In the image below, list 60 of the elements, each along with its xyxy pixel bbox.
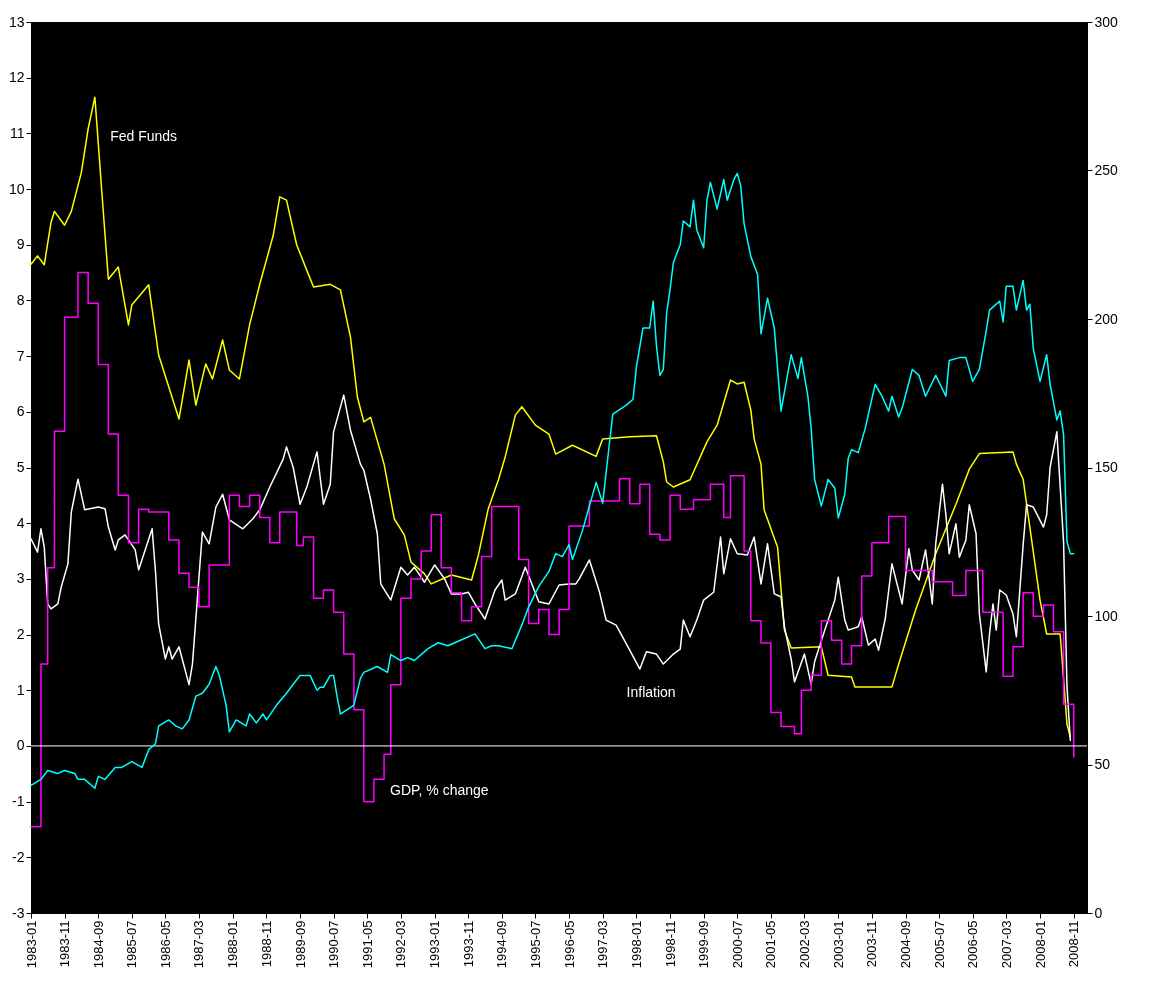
x-tick-label: 1995-07	[527, 920, 543, 969]
x-tick-label: 2002-03	[796, 920, 812, 969]
x-tick-label: 1998-11	[662, 920, 678, 968]
y-tick-label: 10	[8, 180, 25, 197]
y-tick-label: 3	[16, 570, 25, 587]
x-tick-label: 2005-07	[931, 920, 947, 969]
x-tick-label: 2006-05	[965, 920, 981, 969]
y-tick-label: -3	[12, 904, 25, 921]
x-tick-label: 1996-05	[561, 920, 577, 969]
y-tick-label: -1	[12, 793, 25, 810]
y2-tick-label: 300	[1094, 13, 1119, 30]
x-tick-label: 1998-01	[628, 920, 644, 969]
y-tick-label: 8	[16, 291, 25, 308]
y-tick-label: 7	[16, 347, 25, 364]
x-tick-label: 1983-01	[23, 920, 39, 969]
y-tick-label: 1	[16, 681, 25, 698]
x-tick-label: 1985-07	[124, 920, 140, 969]
annotation: Fed Funds	[110, 127, 178, 144]
x-tick-label: 1999-09	[696, 920, 712, 969]
line-series	[30, 394, 1072, 742]
x-tick-label: 1986-05	[157, 920, 173, 969]
y2-tick-label: 150	[1094, 459, 1119, 475]
y-tick-label: 12	[8, 69, 25, 86]
x-tick-label: 1997-03	[595, 920, 611, 969]
y2-tick-label: 50	[1094, 756, 1111, 772]
x-tick-label: 1989-09	[292, 920, 308, 969]
x-tick-label: 1990-07	[326, 920, 342, 969]
x-tick-label: 2008-01	[1032, 920, 1048, 969]
x-tick-label: 1988-01	[225, 920, 241, 969]
y-tick-label: 9	[16, 236, 25, 253]
x-tick-label: 1993-11	[460, 920, 476, 968]
x-tick-label: 2003-01	[830, 920, 846, 969]
x-tick-label: 2000-07	[729, 920, 745, 969]
annotation: GDP, % change	[390, 781, 489, 798]
y2-tick-label: 0	[1094, 904, 1103, 921]
y2-tick-label: 200	[1094, 310, 1119, 327]
x-tick-label: 2001-05	[763, 920, 779, 969]
x-tick-label: 2003-11	[864, 920, 880, 968]
x-tick-label: 2004-09	[898, 920, 914, 969]
y-tick-label: 11	[9, 124, 25, 141]
y-tick-label: -2	[12, 848, 25, 865]
x-tick-label: 1991-05	[359, 920, 375, 969]
y-tick-label: 13	[8, 13, 25, 30]
x-tick-label: 1993-01	[427, 920, 443, 969]
x-tick-label: 1992-03	[393, 920, 409, 969]
y2-tick-label: 250	[1094, 162, 1119, 178]
y-tick-label: 2	[16, 626, 25, 643]
y2-tick-label: 100	[1094, 607, 1119, 624]
x-tick-label: 2008-11	[1066, 920, 1082, 968]
y-tick-label: 6	[16, 403, 25, 420]
y-tick-label: 4	[16, 514, 25, 531]
x-tick-label: 1983-11	[57, 920, 73, 968]
y-tick-label: 5	[16, 459, 25, 475]
annotation: Inflation	[626, 683, 676, 700]
x-tick-label: 1988-11	[258, 920, 274, 968]
x-tick-label: 1987-03	[191, 920, 207, 969]
x-tick-label: 1984-09	[90, 920, 106, 969]
x-tick-label: 1994-09	[494, 920, 510, 969]
x-tick-label: 2007-03	[998, 920, 1014, 969]
y-tick-label: 0	[16, 737, 25, 754]
